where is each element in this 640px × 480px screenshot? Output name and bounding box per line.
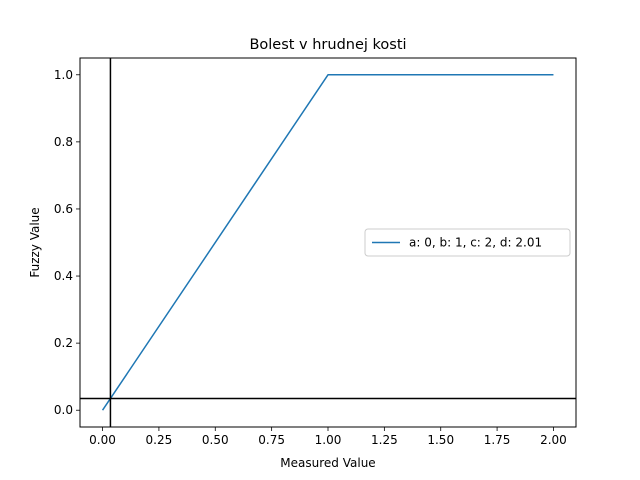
x-axis: 0.00 0.25 0.50 0.75 1.00 1.25 1.50 1.75 2.00 — [89, 427, 567, 447]
x-tick-label: 0.50 — [202, 433, 229, 447]
x-tick-label: 0.75 — [258, 433, 285, 447]
x-axis-label: Measured Value — [280, 456, 375, 470]
x-tick-label: 1.75 — [484, 433, 511, 447]
x-tick-label: 1.50 — [427, 433, 454, 447]
axes-frame — [79, 57, 577, 428]
y-tick-label: 0.4 — [54, 269, 73, 283]
legend: a: 0, b: 1, c: 2, d: 2.01 — [364, 228, 571, 257]
x-tick-label: 1.00 — [315, 433, 342, 447]
x-tick-label: 1.25 — [371, 433, 398, 447]
y-tick-label: 0.0 — [54, 403, 73, 417]
y-tick-label: 1.0 — [54, 68, 73, 82]
series-line-1 — [101, 74, 554, 411]
plot-area — [80, 58, 576, 427]
y-axis-label: Fuzzy Value — [28, 207, 42, 277]
legend-label: a: 0, b: 1, c: 2, d: 2.01 — [409, 236, 542, 250]
x-tick-label: 0.00 — [89, 433, 116, 447]
legend-box — [364, 228, 571, 257]
y-tick-label: 0.2 — [54, 336, 73, 350]
chart-title: Bolest v hrudnej kosti — [249, 37, 406, 53]
y-tick-label: 0.8 — [54, 135, 73, 149]
x-tick-label: 2.00 — [540, 433, 567, 447]
y-tick-label: 0.6 — [54, 202, 73, 216]
y-axis: 0.0 0.2 0.4 0.6 0.8 1.0 — [54, 68, 80, 417]
x-tick-label: 0.25 — [146, 433, 173, 447]
